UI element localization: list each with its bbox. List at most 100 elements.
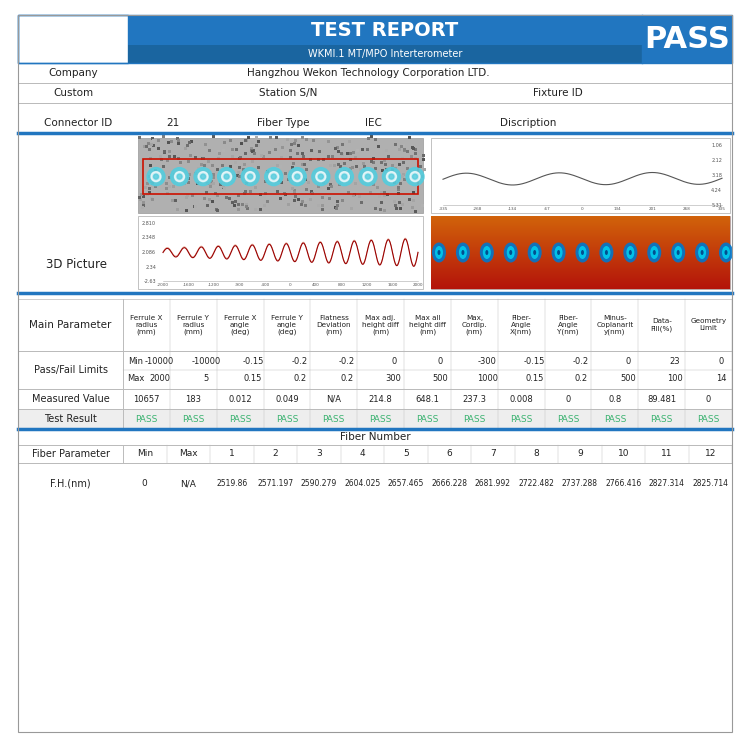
- Ellipse shape: [647, 242, 662, 262]
- Text: 10: 10: [617, 449, 629, 458]
- Text: 3.18: 3.18: [711, 173, 722, 178]
- Bar: [302, 155, 305, 158]
- Bar: [350, 166, 353, 170]
- Bar: [431, 220, 730, 221]
- Bar: [168, 176, 171, 178]
- Text: Geometry
Limit: Geometry Limit: [691, 319, 727, 332]
- Bar: [18, 409, 732, 429]
- Bar: [305, 168, 308, 171]
- Bar: [372, 157, 375, 160]
- Bar: [359, 168, 362, 171]
- Text: 2666.228: 2666.228: [431, 479, 467, 488]
- Text: 2722.482: 2722.482: [518, 479, 554, 488]
- Bar: [247, 136, 250, 140]
- Bar: [18, 299, 732, 351]
- Bar: [321, 196, 324, 200]
- Bar: [376, 186, 379, 189]
- Text: Ferrule X
angle
(deg): Ferrule X angle (deg): [224, 315, 256, 335]
- Bar: [431, 272, 730, 273]
- Bar: [399, 208, 402, 211]
- Bar: [387, 155, 390, 158]
- Text: Pass/Fail Limits: Pass/Fail Limits: [34, 365, 107, 375]
- Text: 4: 4: [359, 449, 365, 458]
- Bar: [304, 199, 307, 202]
- Text: Max all
height diff
(nm): Max all height diff (nm): [409, 315, 446, 335]
- Bar: [431, 279, 730, 280]
- Ellipse shape: [578, 246, 586, 259]
- Bar: [403, 148, 406, 151]
- Bar: [260, 154, 263, 157]
- Bar: [293, 142, 296, 145]
- Bar: [207, 160, 210, 163]
- Text: 4.24: 4.24: [711, 188, 722, 193]
- Bar: [251, 140, 254, 143]
- Text: 2604.025: 2604.025: [344, 479, 380, 488]
- Bar: [202, 157, 205, 160]
- Ellipse shape: [676, 250, 680, 255]
- Bar: [152, 137, 154, 140]
- Bar: [279, 196, 282, 200]
- Bar: [201, 157, 204, 160]
- Bar: [234, 160, 237, 164]
- Bar: [348, 140, 351, 143]
- Bar: [431, 258, 730, 259]
- Bar: [166, 159, 169, 162]
- Text: Max: Max: [128, 374, 145, 383]
- Circle shape: [175, 172, 184, 182]
- Text: 0: 0: [290, 283, 292, 287]
- Bar: [327, 140, 330, 142]
- Circle shape: [170, 168, 188, 186]
- Bar: [206, 190, 209, 194]
- Circle shape: [200, 174, 206, 179]
- Ellipse shape: [435, 246, 443, 259]
- Bar: [142, 203, 145, 206]
- Bar: [251, 150, 254, 153]
- Bar: [431, 284, 730, 285]
- Bar: [431, 264, 730, 265]
- Ellipse shape: [695, 242, 709, 262]
- Bar: [255, 145, 258, 148]
- Text: -1600: -1600: [182, 283, 194, 287]
- Bar: [251, 171, 254, 174]
- Bar: [374, 167, 377, 170]
- Bar: [393, 181, 396, 184]
- Text: 0.2: 0.2: [293, 374, 307, 383]
- Bar: [302, 200, 304, 203]
- Bar: [290, 174, 293, 177]
- Bar: [394, 206, 398, 209]
- Bar: [419, 164, 422, 167]
- Bar: [350, 208, 353, 211]
- Bar: [354, 156, 357, 159]
- Text: 0.15: 0.15: [244, 374, 262, 383]
- Bar: [266, 200, 269, 203]
- Bar: [272, 179, 274, 182]
- Bar: [255, 169, 258, 172]
- Bar: [292, 200, 296, 202]
- Bar: [245, 203, 248, 206]
- Bar: [166, 176, 170, 178]
- Bar: [175, 199, 178, 202]
- Ellipse shape: [432, 242, 446, 262]
- Text: 11: 11: [661, 449, 673, 458]
- Bar: [322, 181, 326, 184]
- Text: 2766.416: 2766.416: [605, 479, 641, 488]
- Text: PASS: PASS: [510, 415, 532, 424]
- Bar: [385, 148, 388, 152]
- Bar: [239, 142, 242, 145]
- Bar: [316, 175, 319, 178]
- Text: PASS: PASS: [604, 415, 626, 424]
- Bar: [138, 136, 141, 139]
- Bar: [431, 234, 730, 235]
- Bar: [290, 143, 293, 146]
- Bar: [308, 198, 311, 201]
- Bar: [431, 249, 730, 250]
- Text: 400: 400: [312, 283, 320, 287]
- Bar: [431, 251, 730, 252]
- Bar: [145, 145, 148, 148]
- Bar: [142, 204, 145, 207]
- Bar: [298, 181, 302, 184]
- Bar: [280, 156, 283, 159]
- Bar: [176, 137, 178, 140]
- Bar: [397, 192, 400, 195]
- Circle shape: [312, 168, 330, 186]
